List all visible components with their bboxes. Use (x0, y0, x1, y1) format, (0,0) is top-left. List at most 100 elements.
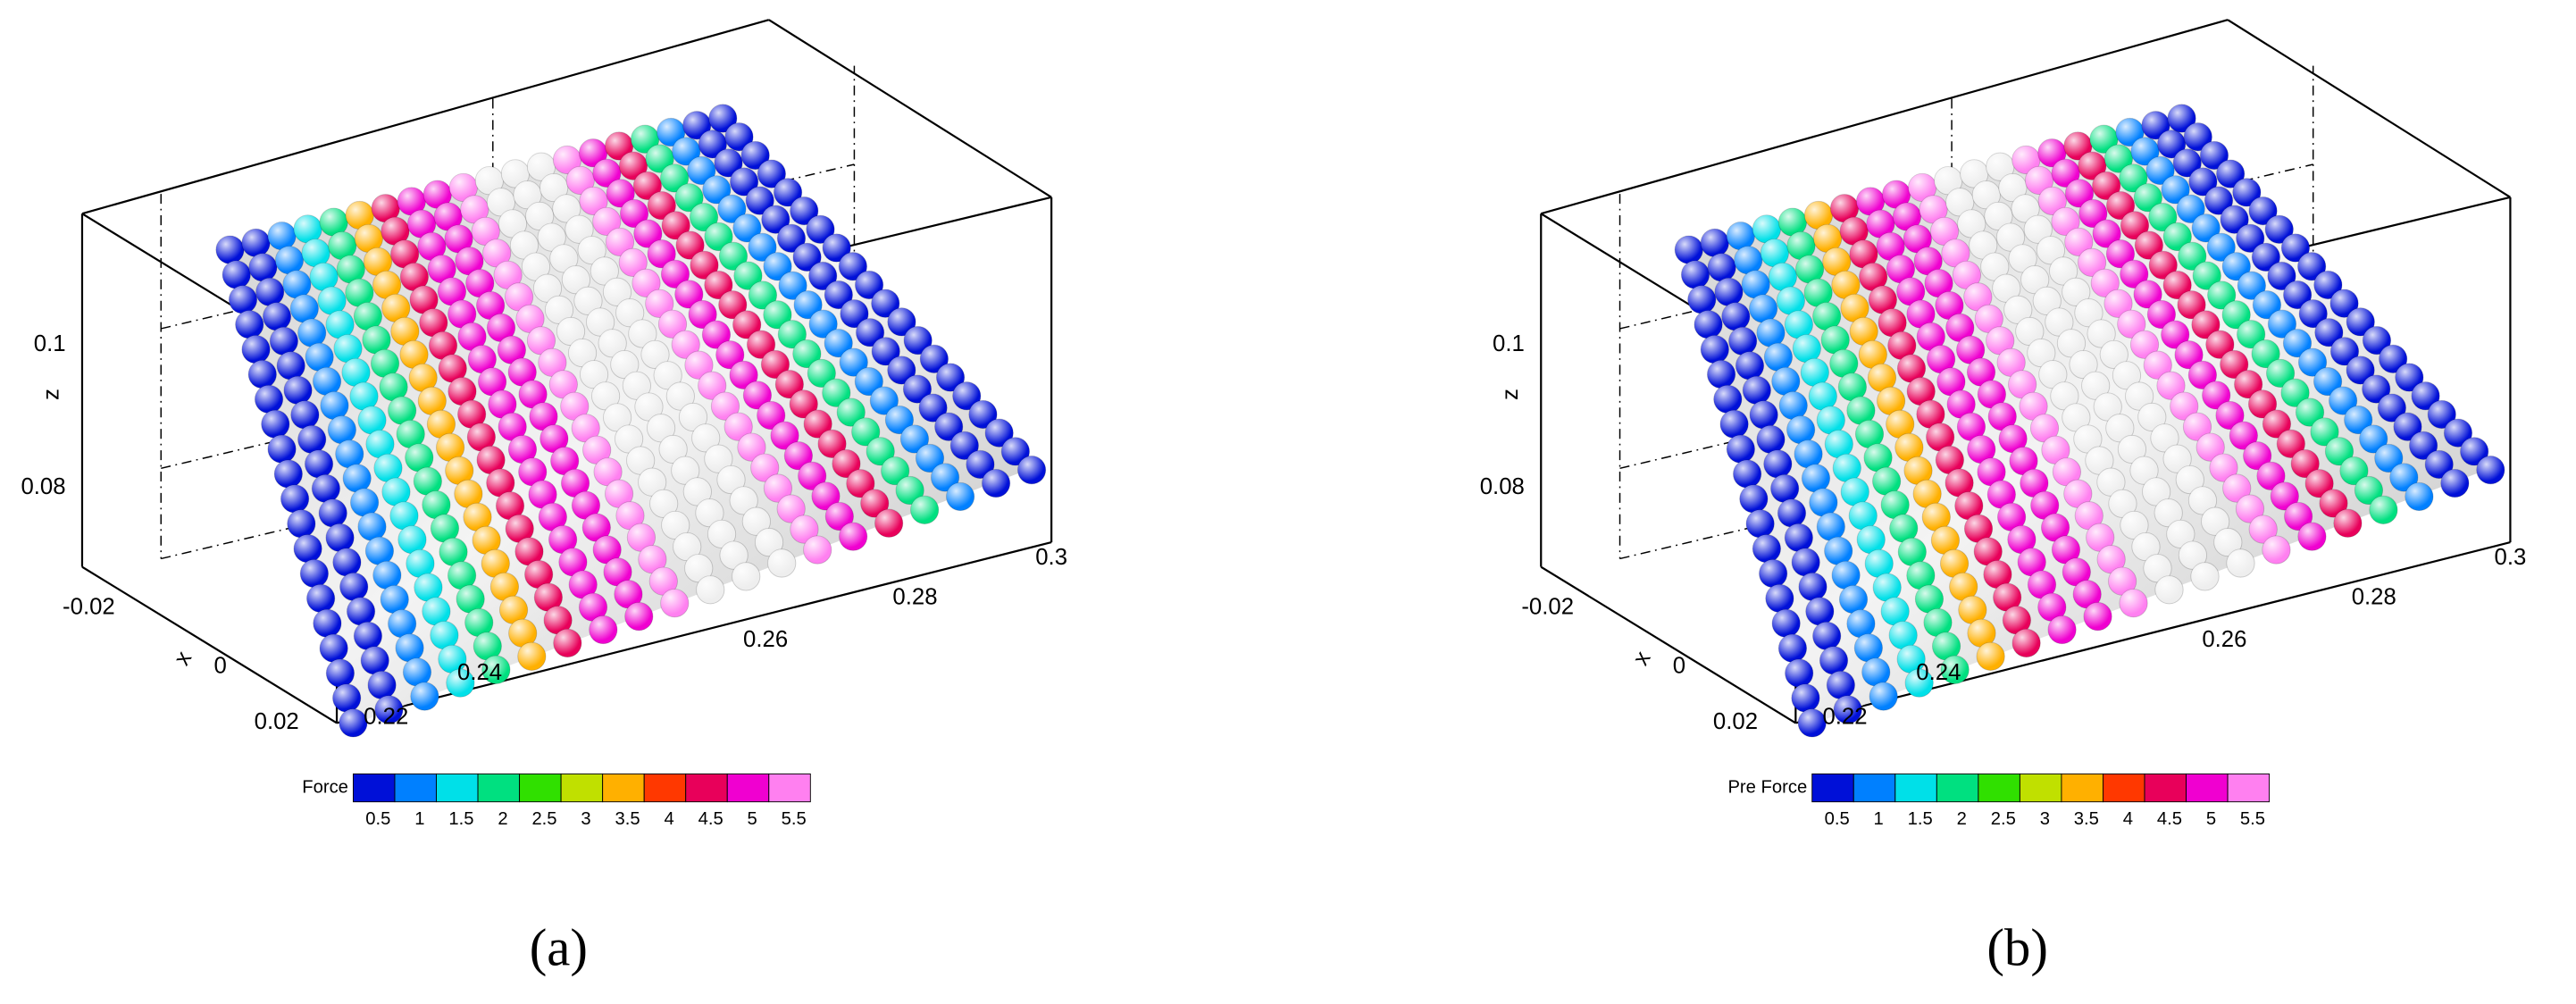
sphere-shine (553, 146, 581, 174)
sphere-shine (2191, 310, 2221, 339)
sphere-shine (1980, 253, 2009, 281)
sphere-shine (2222, 474, 2251, 503)
sphere-shine (379, 372, 408, 401)
sphere-shine (698, 372, 726, 400)
y-tick-label: 0.28 (892, 584, 937, 609)
y-tick-label: 0.3 (1035, 545, 1067, 570)
sphere-shine (409, 364, 438, 392)
sphere-shine (320, 634, 348, 663)
sphere-shine (732, 310, 761, 339)
sphere-shine (560, 392, 589, 421)
sphere-shine (365, 430, 395, 458)
sphere-shine (2229, 422, 2258, 450)
sphere-shine (966, 450, 995, 479)
sphere-shine (2215, 401, 2245, 430)
sphere-shine (297, 425, 326, 454)
sphere-shine (2041, 436, 2070, 464)
sphere-shine (476, 446, 506, 474)
sphere-shine (689, 300, 717, 329)
sphere-shine (2207, 280, 2236, 310)
colorbar-swatch (1894, 773, 1937, 803)
sphere-shine (1986, 326, 2014, 356)
sphere-shine (2037, 236, 2065, 264)
sphere-shine (2137, 403, 2166, 431)
sphere-shine (792, 339, 821, 368)
sphere-shine (672, 137, 700, 166)
sphere-shine (1903, 456, 1933, 485)
sphere-shine (778, 320, 807, 348)
sphere-shine (309, 263, 339, 291)
sphere-shine (508, 619, 537, 648)
sphere-shine (696, 575, 724, 604)
sphere-shine (2333, 509, 2363, 538)
sphere-shine (2291, 449, 2320, 478)
z-tick-label: 0.08 (1480, 474, 1525, 499)
sphere-shine (2268, 310, 2296, 339)
x-label: x (1628, 647, 1656, 669)
sphere-shine (1887, 331, 1916, 360)
sphere-shine (1756, 319, 1786, 347)
z-label: z (39, 389, 64, 400)
sphere-shine (332, 548, 362, 577)
colorbar-swatch (1978, 773, 2020, 803)
sphere-shine (565, 215, 594, 244)
sphere-shine (397, 420, 425, 448)
sphere-shine (1957, 413, 1986, 441)
sphere-shine (936, 363, 965, 392)
sphere-shine (1917, 322, 1945, 351)
sphere-shine (280, 484, 309, 514)
sphere-shine (2425, 450, 2454, 479)
sphere-shine (2163, 271, 2192, 299)
sphere-shine (1889, 514, 1918, 543)
sphere-shine (1778, 634, 1807, 663)
sphere-shine (463, 503, 492, 531)
sphere-shine (2232, 178, 2262, 207)
sphere-shine (1906, 300, 1936, 329)
sphere-shine (457, 400, 486, 429)
sphere-shine (2202, 381, 2230, 410)
sphere-shine (874, 509, 903, 538)
sphere-shine (730, 167, 758, 197)
sphere-shine (2086, 523, 2114, 552)
sphere-shine (1886, 410, 1914, 439)
sphere-shine (428, 255, 456, 283)
sphere-shine (1969, 230, 1997, 260)
sphere-shine (614, 580, 643, 608)
sphere-shine (414, 573, 443, 602)
sphere-shine (1749, 294, 1777, 323)
sphere-shine (2236, 224, 2264, 253)
sphere-shine (1791, 683, 1820, 713)
sphere-shine (695, 498, 724, 527)
sphere-shine (2184, 122, 2212, 151)
sphere-shine (717, 195, 747, 223)
sphere-shine (757, 160, 786, 188)
sphere-shine (716, 465, 746, 494)
sphere-shine (661, 260, 690, 289)
sphere-shine (1830, 194, 1859, 222)
sphere-shine (1960, 159, 1988, 188)
sphere-shine (598, 329, 627, 357)
sphere-shine (561, 469, 590, 498)
sphere-shine (649, 567, 678, 596)
sphere-shine (2003, 296, 2032, 324)
sphere-shine (2020, 469, 2049, 498)
sphere-shine (1881, 597, 1910, 626)
sphere-shine (2280, 379, 2310, 407)
sphere-shine (1694, 310, 1723, 339)
sphere-shine (290, 294, 319, 323)
sphere-shine (312, 474, 340, 503)
sphere-shine (538, 348, 567, 377)
sphere-shine (1907, 377, 1936, 406)
sphere-shine (589, 615, 617, 644)
sphere-shine (592, 207, 621, 236)
colorbar-tick-label: 4.5 (2157, 809, 2182, 829)
sphere-shine (2069, 350, 2098, 379)
sphere-shine (2063, 480, 2092, 508)
sphere-shine (2073, 580, 2102, 608)
sphere-shine (619, 248, 648, 277)
sphere-shine (339, 573, 368, 601)
sphere-shine (2011, 629, 2041, 657)
sphere-shine (2476, 456, 2505, 484)
x-tick-label: 0 (213, 654, 226, 679)
sphere-shine (839, 523, 867, 551)
